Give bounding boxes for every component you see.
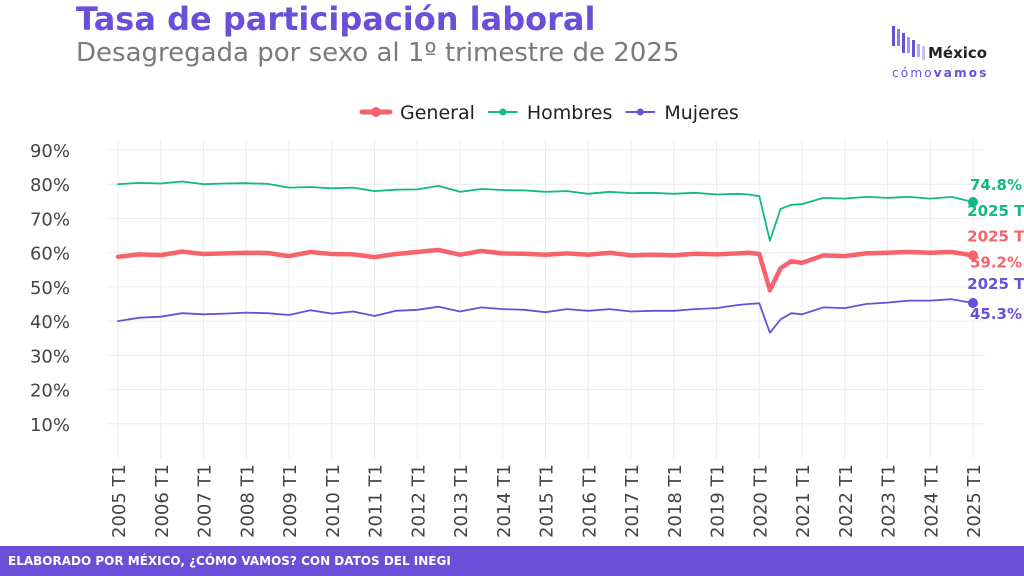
x-axis: 2005 T1 2006 T1 2007 T1 2008 T1 2009 T1 2010 … (109, 464, 985, 538)
end-label-value-mujeres: 45.3% (970, 305, 1022, 323)
y-tick-label: 10% (30, 415, 70, 436)
chart-title: Tasa de participación laboral (76, 0, 596, 38)
footer-bar: ELABORADO POR MÉXICO, ¿CÓMO VAMOS? CON D… (0, 546, 1024, 576)
end-label-period-hombres: 2025 T1 (967, 202, 1024, 220)
legend-marker-general (371, 107, 381, 117)
logo-bars-icon (892, 26, 925, 60)
x-tick-label: 2019 T1 (708, 464, 729, 538)
logo-subtitle: cómovamos (892, 66, 989, 80)
y-tick-label: 20% (30, 381, 70, 402)
y-tick-label: 30% (30, 346, 70, 367)
x-tick-label: 2017 T1 (622, 464, 643, 538)
line-chart: General Hombres Mujeres 10% 20% 30% 40% 50% 60%… (30, 102, 1024, 538)
end-label-value-general: 59.2% (970, 253, 1022, 271)
y-tick-label: 80% (30, 175, 70, 196)
end-point-mujeres (968, 297, 978, 308)
x-tick-label: 2008 T1 (237, 464, 258, 538)
end-point-hombres (968, 197, 978, 208)
end-label-period-general: 2025 T1 (967, 227, 1024, 245)
x-tick-label: 2016 T1 (579, 464, 600, 538)
y-tick-label: 60% (30, 244, 70, 265)
x-tick-label: 2012 T1 (408, 464, 429, 538)
y-tick-label: 50% (30, 278, 70, 299)
x-tick-label: 2010 T1 (323, 464, 344, 538)
logo-sub-b: vamos (933, 66, 989, 80)
logo-word: México (928, 44, 988, 62)
legend-label-hombres: Hombres (527, 102, 612, 124)
x-tick-label: 2015 T1 (537, 464, 558, 538)
grid (106, 140, 985, 458)
chart-subtitle: Desagregada por sexo al 1º trimestre de … (76, 38, 680, 68)
legend-marker-mujeres (636, 108, 644, 116)
x-tick-label: 2011 T1 (366, 464, 387, 538)
legend-label-general: General (400, 102, 475, 124)
x-tick-label: 2024 T1 (921, 464, 942, 538)
x-tick-label: 2014 T1 (494, 464, 515, 538)
x-tick-label: 2009 T1 (280, 464, 301, 538)
series-line-hombres (117, 180, 974, 242)
x-tick-label: 2021 T1 (793, 464, 814, 538)
series-line-general (115, 247, 976, 293)
y-axis: 10% 20% 30% 40% 50% 60% 70% 80% 90% (30, 141, 70, 436)
x-tick-label: 2005 T1 (109, 464, 130, 538)
legend: General Hombres Mujeres (359, 102, 739, 124)
series-line-mujeres (117, 298, 974, 334)
x-tick-label: 2022 T1 (836, 464, 857, 538)
y-tick-label: 90% (30, 141, 70, 162)
x-tick-label: 2023 T1 (879, 464, 900, 538)
y-tick-label: 40% (30, 312, 70, 333)
y-tick-label: 70% (30, 209, 70, 230)
end-labels: 74.8% 2025 T1 59.2% 2025 T1 45.3% 2025 T1 (967, 176, 1024, 323)
x-tick-label: 2013 T1 (451, 464, 472, 538)
legend-marker-hombres (499, 108, 507, 116)
x-tick-label: 2025 T1 (964, 464, 985, 538)
x-tick-label: 2006 T1 (152, 464, 173, 538)
mexico-como-vamos-logo: México cómovamos (890, 22, 1010, 82)
logo-sub-a: cómo (892, 66, 934, 80)
x-tick-label: 2020 T1 (750, 464, 771, 538)
footer-source: ELABORADO POR MÉXICO, ¿CÓMO VAMOS? CON D… (8, 554, 451, 568)
end-point-general (968, 250, 978, 261)
end-label-value-hombres: 74.8% (970, 176, 1022, 194)
x-tick-label: 2018 T1 (665, 464, 686, 538)
legend-label-mujeres: Mujeres (664, 102, 738, 124)
x-tick-label: 2007 T1 (195, 464, 216, 538)
end-label-period-mujeres: 2025 T1 (967, 275, 1024, 293)
series-lines (115, 180, 978, 334)
